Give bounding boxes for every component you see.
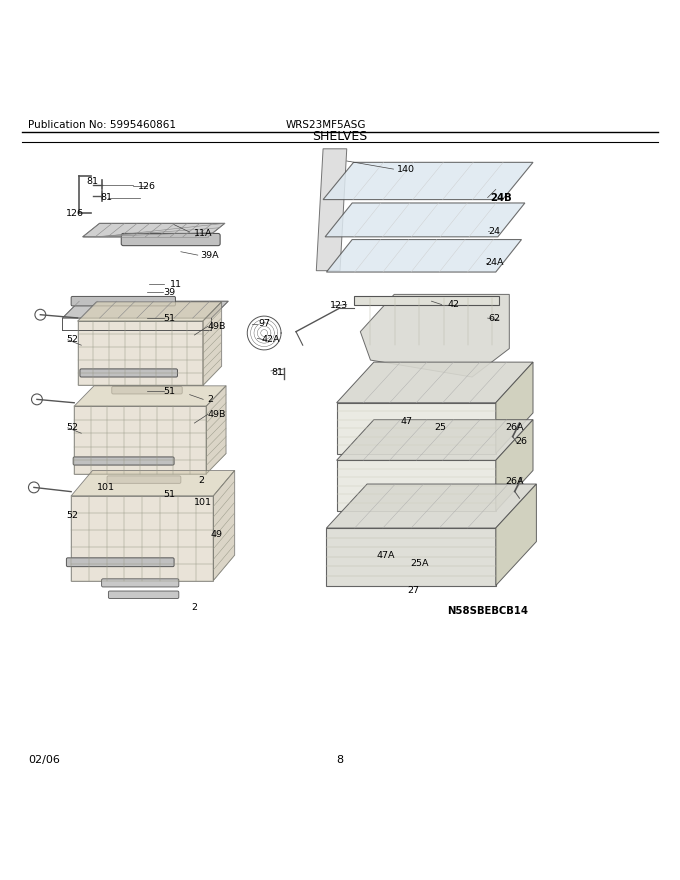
Text: 52: 52 xyxy=(67,511,78,520)
Polygon shape xyxy=(496,484,537,585)
Polygon shape xyxy=(337,420,533,460)
Polygon shape xyxy=(316,149,347,271)
FancyBboxPatch shape xyxy=(337,403,496,453)
Text: 140: 140 xyxy=(397,165,415,173)
Text: 49B: 49B xyxy=(207,410,226,419)
Text: 25A: 25A xyxy=(411,559,429,568)
Text: 51: 51 xyxy=(163,386,175,396)
FancyBboxPatch shape xyxy=(112,386,182,394)
Text: 24A: 24A xyxy=(485,258,504,267)
Text: 47: 47 xyxy=(401,416,412,426)
Text: 51: 51 xyxy=(163,313,175,323)
FancyBboxPatch shape xyxy=(78,321,203,385)
Polygon shape xyxy=(74,385,226,407)
Text: 24: 24 xyxy=(488,227,500,236)
FancyBboxPatch shape xyxy=(74,407,206,473)
Text: 24B: 24B xyxy=(490,193,512,202)
Polygon shape xyxy=(326,484,537,528)
Text: 26A: 26A xyxy=(505,423,524,432)
Text: 97: 97 xyxy=(258,319,270,328)
Text: 2: 2 xyxy=(207,395,213,404)
Polygon shape xyxy=(496,362,533,453)
FancyBboxPatch shape xyxy=(121,233,220,246)
Text: 02/06: 02/06 xyxy=(29,755,61,765)
Text: Publication No: 5995460861: Publication No: 5995460861 xyxy=(29,120,177,130)
Text: 11: 11 xyxy=(170,280,182,289)
Text: 101: 101 xyxy=(97,483,116,492)
Text: 49B: 49B xyxy=(207,322,226,331)
Text: 11A: 11A xyxy=(194,229,212,238)
FancyBboxPatch shape xyxy=(101,579,179,587)
Text: 2: 2 xyxy=(191,603,197,612)
Text: N58SBEBCB14: N58SBEBCB14 xyxy=(447,605,528,616)
Text: 52: 52 xyxy=(67,335,78,344)
Text: 49: 49 xyxy=(211,531,223,539)
Text: 62: 62 xyxy=(488,313,500,323)
FancyBboxPatch shape xyxy=(107,476,181,483)
Polygon shape xyxy=(83,224,225,237)
FancyBboxPatch shape xyxy=(67,558,174,567)
Text: 123: 123 xyxy=(330,302,347,311)
Polygon shape xyxy=(78,302,222,321)
Polygon shape xyxy=(360,295,509,377)
Polygon shape xyxy=(63,301,228,318)
Text: 42A: 42A xyxy=(262,335,280,344)
Text: 81: 81 xyxy=(272,368,284,377)
Text: 25: 25 xyxy=(435,423,446,432)
Polygon shape xyxy=(203,302,222,385)
Text: 26A: 26A xyxy=(505,478,524,487)
Text: 47A: 47A xyxy=(377,551,395,560)
Text: 27: 27 xyxy=(407,586,419,595)
FancyBboxPatch shape xyxy=(108,591,179,598)
Text: 8: 8 xyxy=(337,755,343,765)
Text: WRS23MF5ASG: WRS23MF5ASG xyxy=(286,120,367,130)
FancyBboxPatch shape xyxy=(354,297,499,304)
FancyBboxPatch shape xyxy=(326,528,496,585)
Text: 81: 81 xyxy=(101,193,112,202)
FancyBboxPatch shape xyxy=(73,457,174,465)
Text: 126: 126 xyxy=(65,209,84,217)
Text: 26: 26 xyxy=(515,436,528,446)
FancyBboxPatch shape xyxy=(337,460,496,511)
Text: 81: 81 xyxy=(87,177,99,186)
Polygon shape xyxy=(325,203,525,237)
Polygon shape xyxy=(496,420,533,511)
Text: SHELVES: SHELVES xyxy=(312,130,368,143)
Polygon shape xyxy=(326,239,522,272)
Text: 39A: 39A xyxy=(201,252,219,260)
FancyBboxPatch shape xyxy=(71,495,214,581)
Polygon shape xyxy=(214,471,235,581)
Polygon shape xyxy=(323,162,533,200)
Text: 52: 52 xyxy=(67,423,78,432)
FancyBboxPatch shape xyxy=(71,297,175,306)
Text: 51: 51 xyxy=(163,489,175,499)
Polygon shape xyxy=(337,362,533,403)
Text: 42: 42 xyxy=(447,300,460,309)
Polygon shape xyxy=(71,471,235,495)
FancyBboxPatch shape xyxy=(80,369,177,377)
Text: 39: 39 xyxy=(163,288,175,297)
Text: 2: 2 xyxy=(198,476,204,485)
Text: 126: 126 xyxy=(138,181,156,191)
Polygon shape xyxy=(206,385,226,473)
Text: 101: 101 xyxy=(194,498,212,507)
